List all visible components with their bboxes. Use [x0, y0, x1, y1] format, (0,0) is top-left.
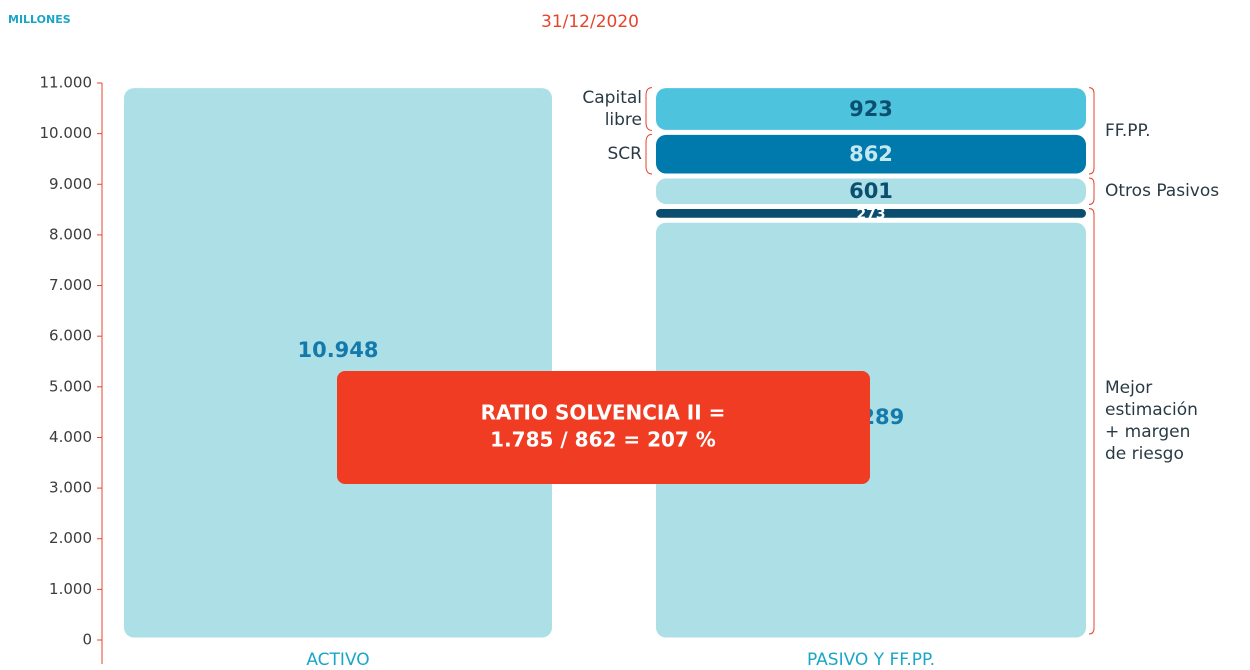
y-tick-label: 5.000: [49, 377, 92, 395]
y-tick-label: 6.000: [49, 327, 92, 345]
bar-segment: [656, 222, 1086, 638]
bracket: [1088, 87, 1095, 175]
value-label: 601: [849, 179, 893, 203]
bracket-label: FF.PP.: [1105, 121, 1151, 141]
bracket-label: SCR: [608, 144, 643, 164]
bar-segment: [656, 134, 1086, 174]
bracket-label: Mejor: [1105, 378, 1152, 398]
bracket: [645, 87, 653, 131]
ratio-text: 1.785 / 862 = 207 %: [490, 428, 716, 452]
y-tick-label: 4.000: [49, 428, 92, 446]
value-label: 862: [849, 142, 893, 166]
value-label: 10.948: [297, 338, 378, 362]
bracket-label: libre: [605, 110, 642, 130]
y-tick-label: 11.000: [40, 74, 93, 92]
x-tick-label: PASIVO Y FF.PP.: [807, 650, 935, 670]
bar-segment: [124, 88, 552, 638]
bracket: [645, 133, 653, 175]
bracket-label: Capital: [582, 88, 642, 108]
bar-segment: [656, 88, 1086, 130]
y-tick-label: 8.000: [49, 225, 92, 243]
bracket: [1088, 207, 1095, 635]
y-tick-label: 2.000: [49, 529, 92, 547]
bracket-label: estimación: [1105, 400, 1198, 420]
bracket-label: Otros Pasivos: [1105, 181, 1219, 201]
value-label: 273: [856, 206, 885, 222]
y-tick-label: 7.000: [49, 276, 92, 294]
bracket-label: + margen: [1105, 422, 1190, 442]
x-tick-label: ACTIVO: [306, 650, 369, 670]
y-tick-label: 1.000: [49, 580, 92, 598]
y-tick-label: 10.000: [40, 124, 93, 142]
bar-segment: [656, 178, 1086, 204]
y-tick-label: 0: [82, 631, 92, 649]
chart-title: 31/12/2020: [541, 12, 639, 32]
value-label: 923: [849, 97, 893, 121]
ratio-text: RATIO SOLVENCIA II =: [481, 401, 726, 425]
y-tick-label: 3.000: [49, 479, 92, 497]
bracket: [1088, 177, 1095, 205]
bar-segment: [656, 208, 1086, 218]
ratio-box: [337, 371, 870, 484]
unit-label: MILLONES: [8, 13, 71, 26]
y-tick-label: 9.000: [49, 175, 92, 193]
bracket-label: de riesgo: [1105, 444, 1184, 464]
